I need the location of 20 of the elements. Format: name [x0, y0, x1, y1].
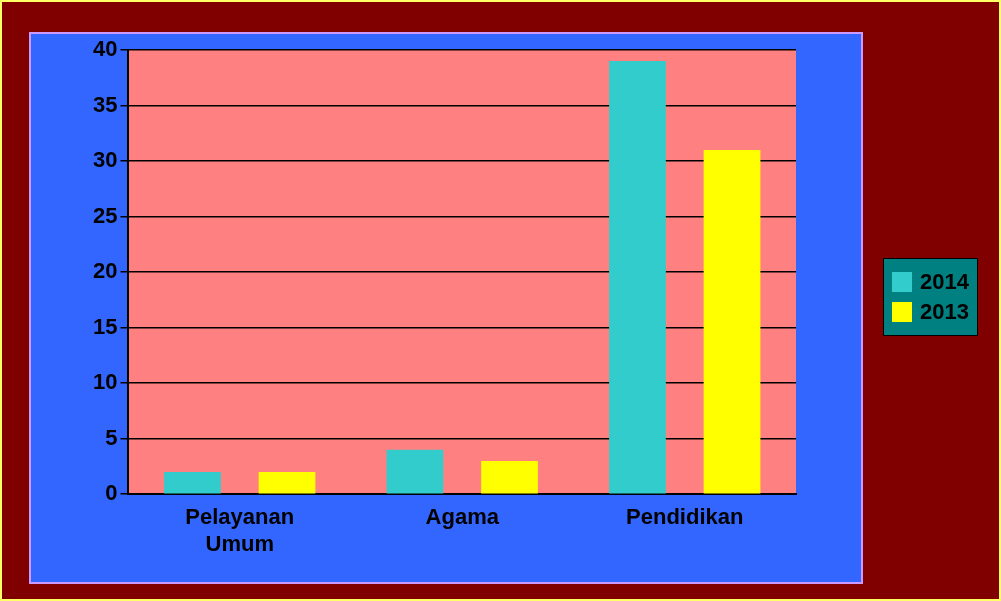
bar: [386, 449, 444, 494]
y-tick-label: 40: [92, 36, 118, 62]
y-tick-label: 15: [92, 313, 118, 339]
y-tick-label: 35: [92, 91, 118, 117]
y-tick-label: 10: [92, 369, 118, 395]
bar: [258, 471, 316, 494]
bar: [164, 471, 221, 494]
x-tick-label: Pendidikan: [626, 504, 744, 530]
bar: [609, 61, 666, 494]
x-tick-label: Agama: [425, 504, 500, 530]
y-tick-label: 5: [105, 424, 118, 450]
legend-label: 2013: [920, 299, 969, 325]
y-tick-label: 30: [92, 147, 118, 173]
legend-label: 2014: [920, 269, 969, 295]
x-tick-label: Pelayanan Umum: [185, 504, 295, 556]
y-tick-label: 20: [92, 258, 118, 284]
bar: [481, 460, 538, 494]
bar: [703, 149, 761, 494]
y-tick-label: 0: [105, 480, 118, 506]
y-tick-label: 25: [92, 202, 118, 228]
